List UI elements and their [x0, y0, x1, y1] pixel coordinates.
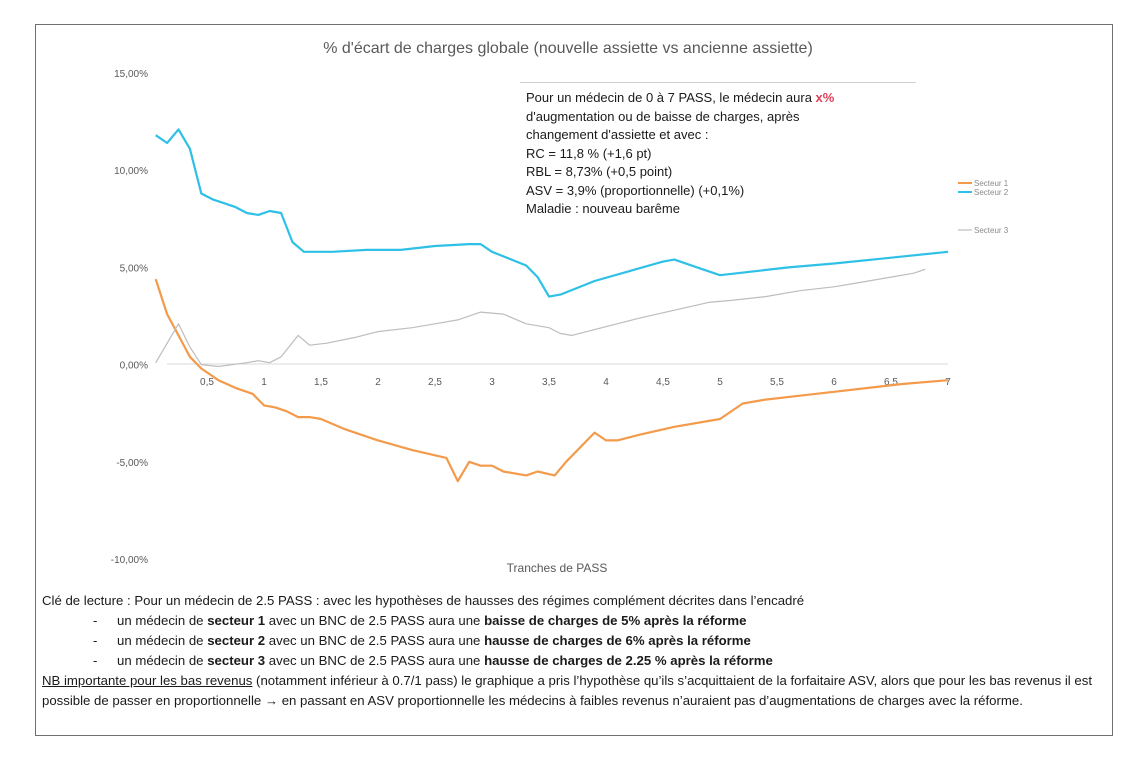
x-tick-label: 3 [489, 377, 495, 388]
legend-label: Secteur 3 [974, 226, 1009, 235]
x-axis-label: Tranches de PASS [507, 561, 608, 575]
line-chart: % d'écart de charges globale (nouvelle a… [111, 40, 1009, 575]
reading-key-item-secteur-1: un médecin de secteur 1 avec un BNC de 2… [42, 611, 1108, 631]
x-tick-label: 6,5 [884, 377, 898, 388]
x-tick-label: 5,5 [770, 377, 784, 388]
x-tick-label: 4,5 [656, 377, 670, 388]
series-line-secteur-2 [155, 128, 949, 298]
reading-key-item-secteur-3: un médecin de secteur 3 avec un BNC de 2… [42, 651, 1108, 671]
reading-key: Clé de lecture : Pour un médecin de 2.5 … [42, 591, 1108, 711]
series-group [154, 128, 949, 483]
info-line-asv: ASV = 3,9% (proportionnelle) (+0,1%) [526, 182, 745, 198]
info-line-3: changement d'assiette et avec : [526, 127, 709, 142]
series-line-secteur-1 [154, 278, 949, 483]
chart-title: % d'écart de charges globale (nouvelle a… [323, 40, 813, 57]
legend-label: Secteur 2 [974, 188, 1009, 197]
x-axis: 0,5 1 1,5 2 2,5 3 3,5 4 4,5 5 5,5 6 6,5 7 [200, 377, 951, 388]
info-box: Pour un médecin de 0 à 7 PASS, le médeci… [520, 82, 916, 230]
info-line-2: d'augmentation ou de baisse de charges, … [526, 108, 800, 124]
y-tick-label: 0,00% [120, 361, 148, 372]
x-tick-label: 0,5 [200, 377, 214, 388]
x-tick-label: 1,5 [314, 377, 328, 388]
reading-key-intro: Clé de lecture : Pour un médecin de 2.5 … [42, 593, 805, 608]
info-line-rbl: RBL = 8,73% (+0,5 point) [526, 164, 673, 179]
reading-key-item-secteur-2: un médecin de secteur 2 avec un BNC de 2… [42, 631, 1108, 651]
nb-note: NB importante pour les bas revenus (nota… [42, 673, 1092, 708]
x-tick-label: 4 [603, 377, 609, 388]
figure-frame [35, 24, 1113, 736]
legend-label: Secteur 1 [974, 179, 1009, 188]
info-line-rc: RC = 11,8 % (+1,6 pt) [526, 145, 652, 161]
info-line-1: Pour un médecin de 0 à 7 PASS, le médeci… [526, 90, 835, 105]
y-tick-label: 15,00% [114, 69, 148, 80]
x-tick-label: 7 [945, 377, 951, 388]
y-tick-label: 5,00% [120, 263, 148, 274]
x-tick-label: 6 [831, 377, 837, 388]
y-tick-label: 10,00% [114, 166, 148, 177]
y-tick-label: -10,00% [111, 555, 148, 566]
nb-note-heading: NB importante pour les bas revenus [42, 673, 253, 688]
highlight-value: x% [815, 90, 835, 105]
x-tick-label: 3,5 [542, 377, 556, 388]
x-tick-label: 2 [375, 377, 381, 388]
x-tick-label: 1 [261, 377, 267, 388]
reading-key-list: un médecin de secteur 1 avec un BNC de 2… [42, 611, 1108, 671]
series-line-secteur-3 [155, 268, 926, 368]
y-tick-label: -5,00% [116, 458, 148, 469]
y-axis: 15,00% 10,00% 5,00% 0,00% -5,00% -10,00% [111, 69, 148, 566]
info-line-maladie: Maladie : nouveau barême [526, 201, 680, 216]
x-tick-label: 2,5 [428, 377, 442, 388]
x-tick-label: 5 [717, 377, 723, 388]
